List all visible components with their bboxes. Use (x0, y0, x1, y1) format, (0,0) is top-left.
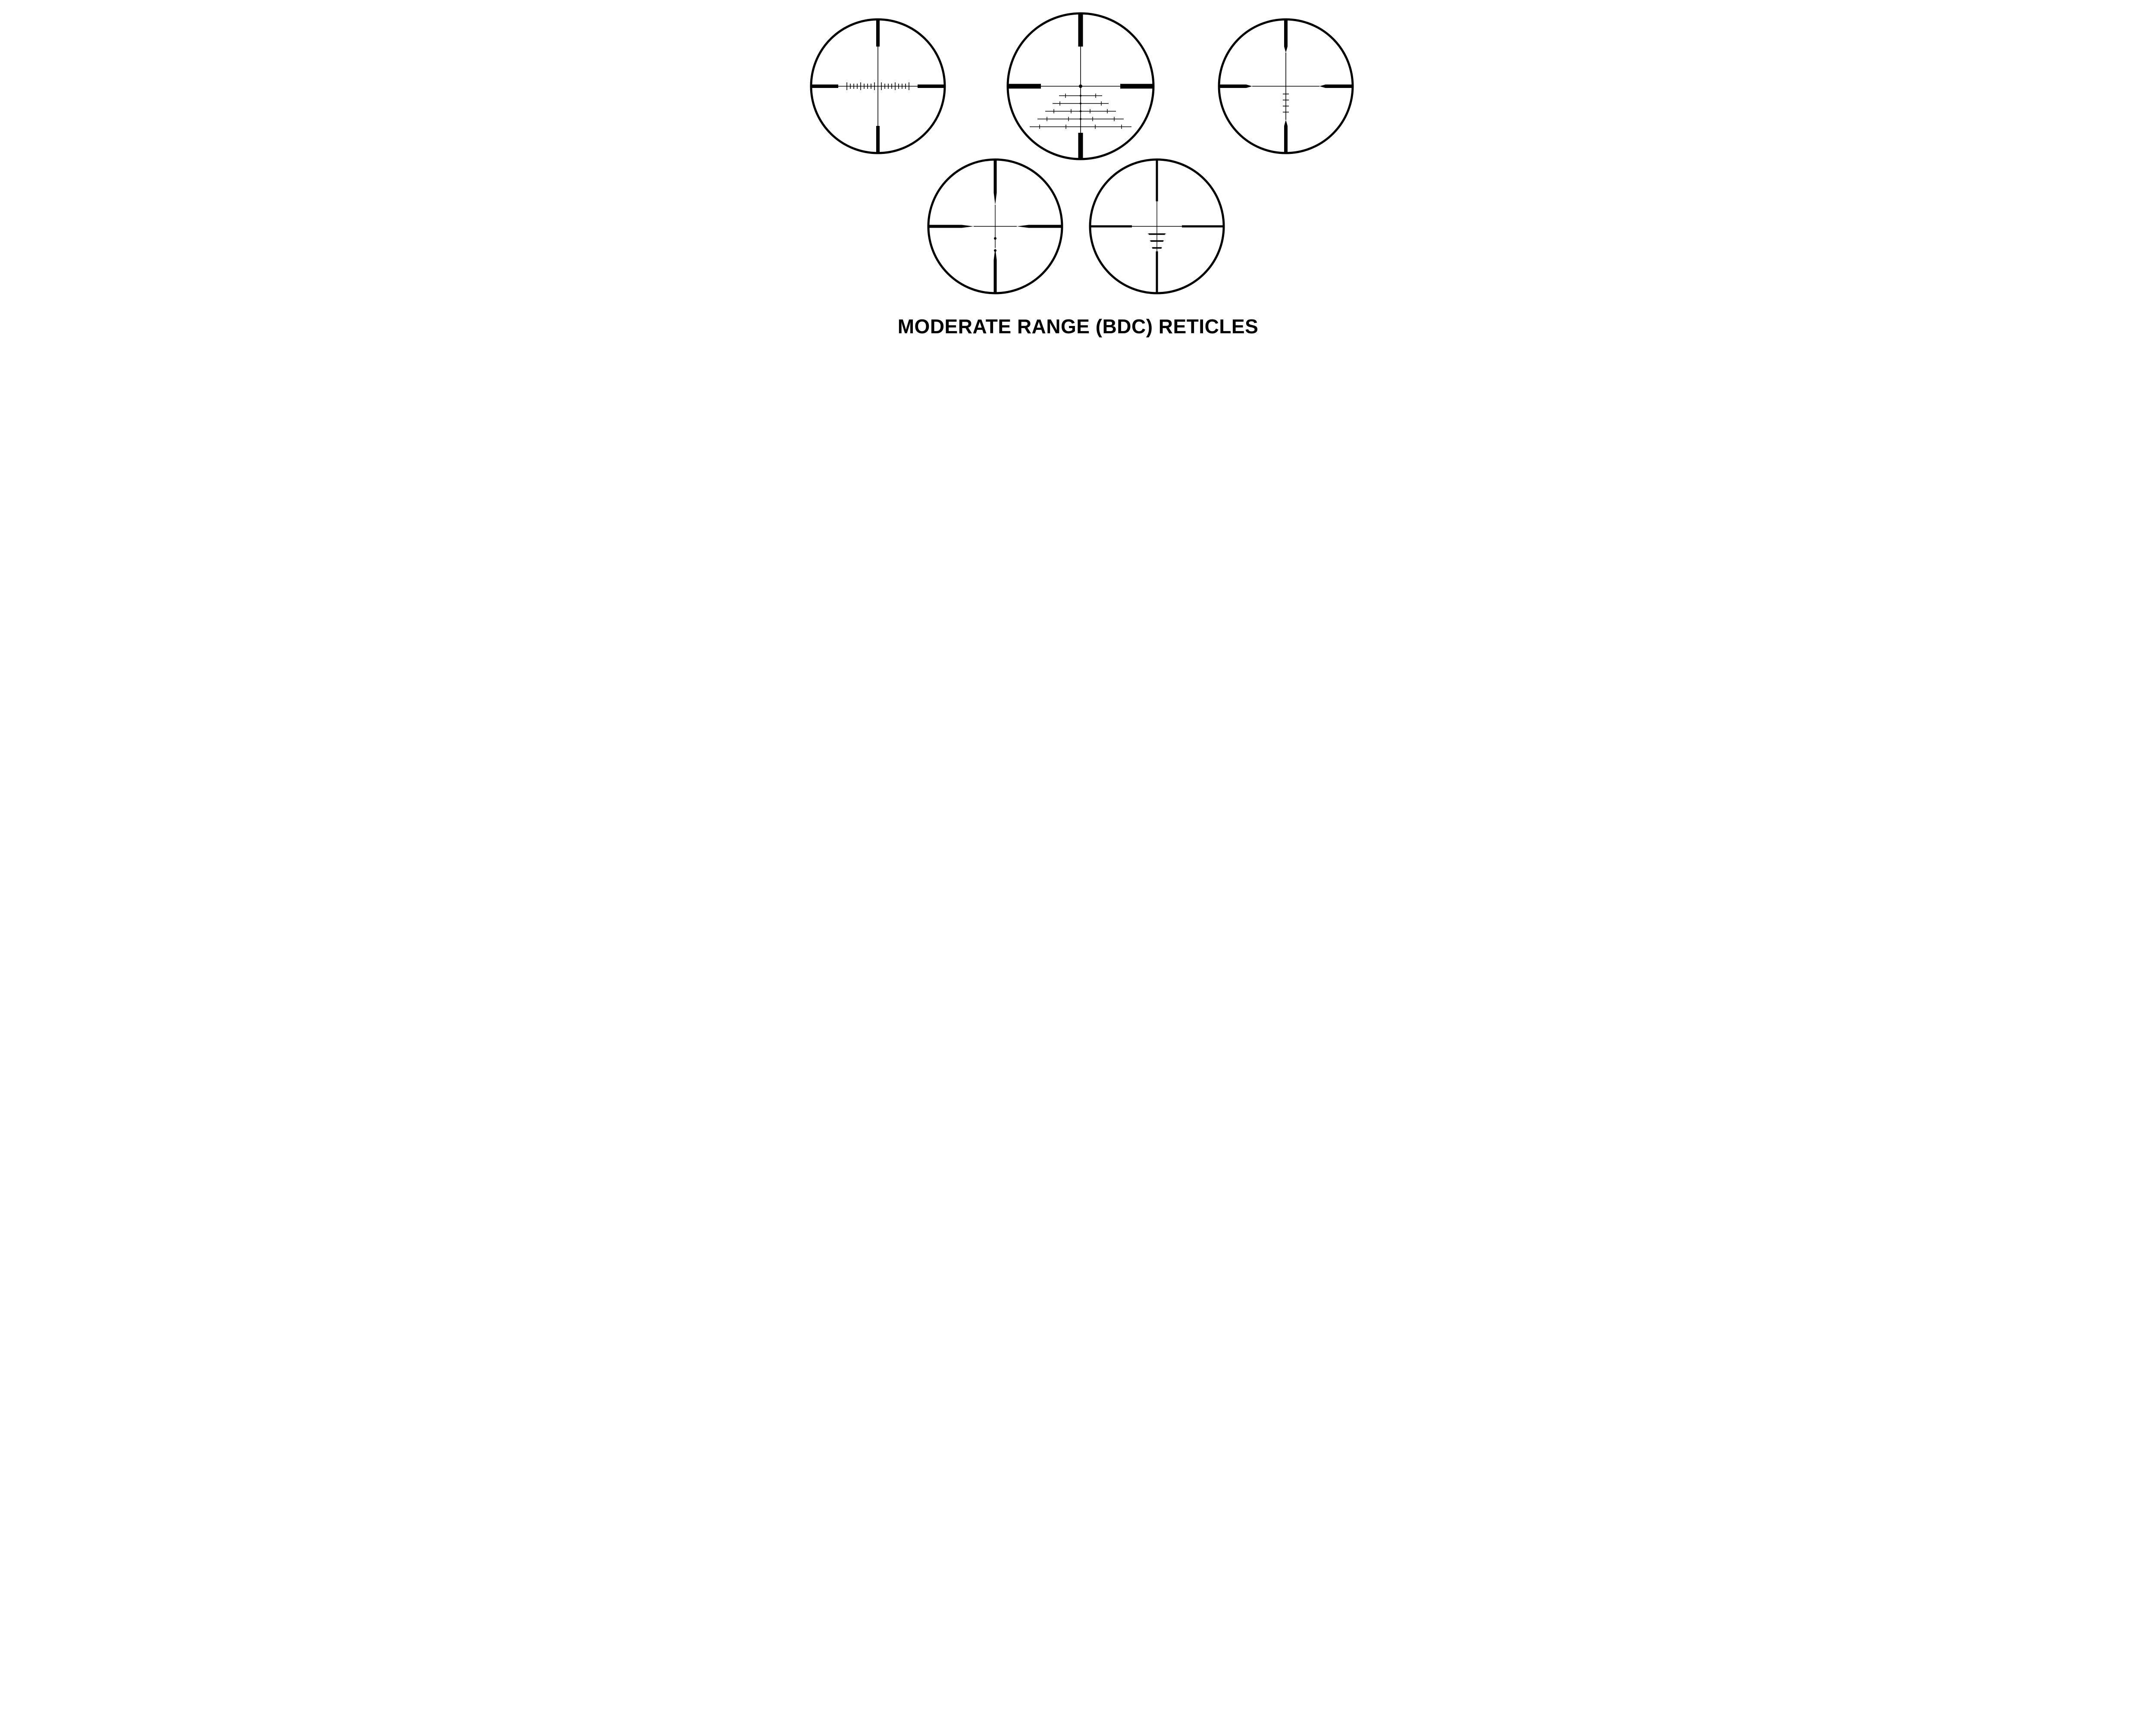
diagram-canvas: MODERATE RANGE (BDC) RETICLES (772, 0, 1384, 344)
reticle-duplex-two-dots (927, 158, 1063, 294)
page-title: MODERATE RANGE (BDC) RETICLES (772, 315, 1384, 338)
reticle-duplex-lower-hash (1218, 18, 1354, 154)
reticle-duplex-horiz-hash (810, 18, 946, 154)
reticle-short-wind-bars (1089, 158, 1225, 294)
reticle-bdc-windage-tree (1006, 12, 1155, 160)
